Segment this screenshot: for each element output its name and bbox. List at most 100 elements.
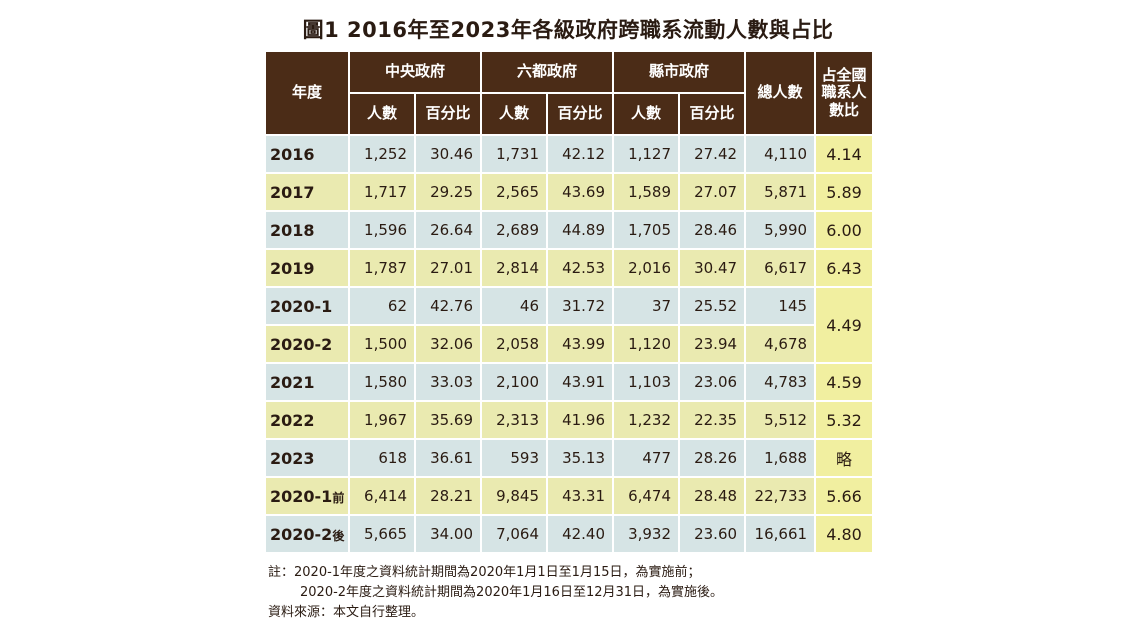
year-cell: 2016 — [264, 134, 350, 174]
value-cell: 3,932 — [612, 514, 681, 554]
value-cell: 477 — [612, 438, 681, 478]
value-cell: 1,120 — [612, 324, 681, 364]
source-line: 資料來源：本文自行整理。 — [268, 605, 425, 620]
table-row: 2019 1,787 27.01 2,814 42.53 2,016 30.47 6,617 6… — [264, 248, 875, 288]
year-cell: 2020-2後 — [264, 514, 350, 554]
ratio-cell: 5.66 — [814, 476, 875, 516]
value-cell: 1,500 — [348, 324, 416, 364]
note-line: 2020-2年度之資料統計期間為2020年1月16日至12月31日，為實施後。 — [300, 585, 724, 600]
value-cell: 31.72 — [546, 286, 615, 326]
value-cell: 42.40 — [546, 514, 615, 554]
value-cell: 4,110 — [744, 134, 817, 174]
value-cell: 25.52 — [678, 286, 747, 326]
value-cell: 28.46 — [678, 210, 747, 250]
value-cell: 1,596 — [348, 210, 416, 250]
value-cell: 30.46 — [413, 134, 483, 174]
value-cell: 145 — [744, 286, 817, 326]
value-cell: 1,688 — [744, 438, 817, 478]
value-cell: 6,474 — [612, 476, 681, 516]
value-cell: 43.99 — [546, 324, 615, 364]
value-cell: 1,589 — [612, 172, 681, 212]
value-cell: 1,731 — [480, 134, 549, 174]
value-cell: 593 — [480, 438, 549, 478]
value-cell: 44.89 — [546, 210, 615, 250]
value-cell: 1,580 — [348, 362, 416, 402]
value-cell: 43.31 — [546, 476, 615, 516]
value-cell: 2,814 — [480, 248, 549, 288]
value-cell: 32.06 — [413, 324, 483, 364]
header-year: 年度 — [264, 50, 350, 136]
header-percent: 百分比 — [546, 92, 615, 136]
value-cell: 2,016 — [612, 248, 681, 288]
value-cell: 28.21 — [413, 476, 483, 516]
value-cell: 1,232 — [612, 400, 681, 440]
value-cell: 37 — [612, 286, 681, 326]
value-cell: 1,717 — [348, 172, 416, 212]
table-row: 2020-1前 6,414 28.21 9,845 43.31 6,474 28.48 22,… — [264, 476, 875, 516]
ratio-cell: 5.32 — [814, 400, 875, 440]
value-cell: 1,705 — [612, 210, 681, 250]
value-cell: 23.94 — [678, 324, 747, 364]
value-cell: 23.60 — [678, 514, 747, 554]
table-row: 2018 1,596 26.64 2,689 44.89 1,705 28.46 5,990 6… — [264, 210, 875, 250]
value-cell: 28.48 — [678, 476, 747, 516]
ratio-cell: 5.89 — [814, 172, 875, 212]
year-cell: 2020-1前 — [264, 476, 350, 516]
value-cell: 42.12 — [546, 134, 615, 174]
table-row: 2023 618 36.61 593 35.13 477 28.26 1,688 略 — [264, 438, 875, 478]
table-row: 2020-2 1,500 32.06 2,058 43.99 1,120 23.94 4,67… — [264, 324, 873, 364]
header-count: 人數 — [480, 92, 549, 136]
ratio-cell: 6.43 — [814, 248, 875, 288]
table-row: 2020-1 62 42.76 46 31.72 37 25.52 145 4.49 — [264, 286, 875, 364]
value-cell: 4,678 — [744, 324, 817, 364]
value-cell: 29.25 — [413, 172, 483, 212]
ratio-cell: 4.59 — [814, 362, 875, 402]
data-table: 年度 中央政府 六都政府 縣市政府 總人數 占全國職系人數比 人數 百分比 人數… — [264, 50, 875, 554]
value-cell: 2,058 — [480, 324, 549, 364]
header-central: 中央政府 — [347, 50, 483, 94]
value-cell: 2,100 — [480, 362, 549, 402]
header-counties: 縣市政府 — [612, 50, 747, 94]
year-cell: 2020-1 — [264, 286, 350, 326]
table-row: 2016 1,252 30.46 1,731 42.12 1,127 27.42 4,110 4… — [264, 134, 875, 174]
table-row: 2022 1,967 35.69 2,313 41.96 1,232 22.35 5,512 5… — [264, 400, 875, 440]
value-cell: 2,565 — [480, 172, 549, 212]
value-cell: 1,787 — [348, 248, 416, 288]
value-cell: 22,733 — [744, 476, 817, 516]
header-percent: 百分比 — [678, 92, 747, 136]
value-cell: 33.03 — [413, 362, 483, 402]
header-total: 總人數 — [744, 50, 817, 136]
note-line: 註：2020-1年度之資料統計期間為2020年1月1日至1月15日，為實施前； — [268, 565, 701, 580]
year-cell: 2021 — [264, 362, 350, 402]
header-count: 人數 — [612, 92, 681, 136]
value-cell: 36.61 — [413, 438, 483, 478]
value-cell: 5,871 — [744, 172, 817, 212]
year-cell: 2020-2 — [264, 324, 350, 364]
value-cell: 1,103 — [612, 362, 681, 402]
value-cell: 34.00 — [413, 514, 483, 554]
value-cell: 42.53 — [546, 248, 615, 288]
table-row: 2017 1,717 29.25 2,565 43.69 1,589 27.07 5,871 5… — [264, 172, 875, 212]
value-cell: 1,252 — [348, 134, 416, 174]
value-cell: 1,967 — [348, 400, 416, 440]
value-cell: 6,617 — [744, 248, 817, 288]
value-cell: 27.07 — [678, 172, 747, 212]
value-cell: 5,665 — [348, 514, 416, 554]
value-cell: 22.35 — [678, 400, 747, 440]
value-cell: 5,990 — [744, 210, 817, 250]
table-row: 2020-2後 5,665 34.00 7,064 42.40 3,932 23.60 16,… — [264, 514, 875, 554]
header-percent: 百分比 — [413, 92, 483, 136]
value-cell: 6,414 — [348, 476, 416, 516]
value-cell: 30.47 — [678, 248, 747, 288]
value-cell: 2,313 — [480, 400, 549, 440]
header-six-cities: 六都政府 — [480, 50, 615, 94]
value-cell: 4,783 — [744, 362, 817, 402]
year-cell: 2022 — [264, 400, 350, 440]
ratio-cell: 略 — [814, 438, 875, 478]
year-cell: 2018 — [264, 210, 350, 250]
year-cell: 2023 — [264, 438, 350, 478]
header-ratio: 占全國職系人數比 — [814, 50, 875, 136]
value-cell: 618 — [348, 438, 416, 478]
value-cell: 62 — [348, 286, 416, 326]
ratio-cell: 4.80 — [814, 514, 875, 554]
